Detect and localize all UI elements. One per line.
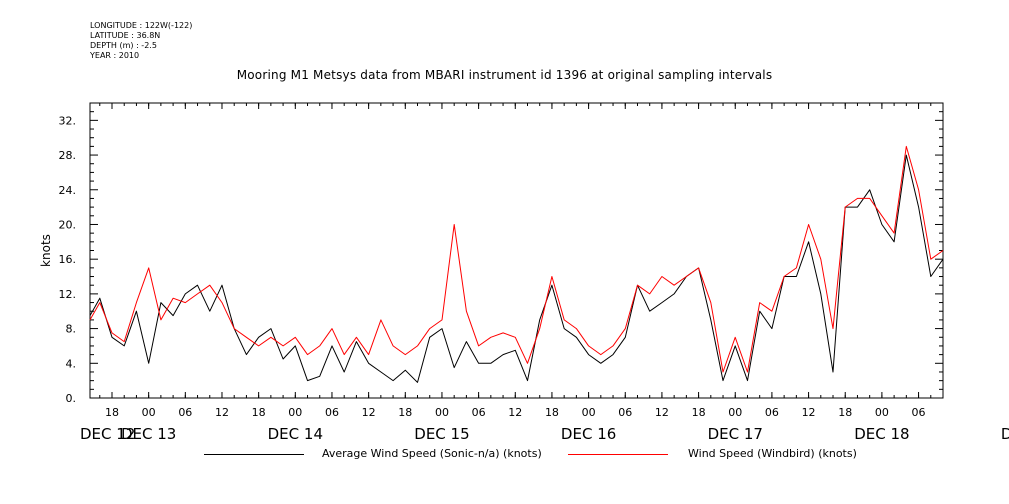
metadata-year: YEAR : 2010 — [90, 51, 140, 60]
x-tick-label: 18 — [105, 406, 119, 419]
y-tick-label: 0. — [66, 392, 77, 405]
y-tick-label: 28. — [59, 149, 77, 162]
day-label: DEC 19 — [1001, 425, 1009, 443]
metadata-longitude: LONGITUDE : 122W(-122) — [90, 21, 193, 30]
chart-title: Mooring M1 Metsys data from MBARI instru… — [236, 68, 773, 82]
y-tick-label: 8. — [66, 323, 77, 336]
x-tick-label: 06 — [765, 406, 779, 419]
x-tick-label: 18 — [692, 406, 706, 419]
x-tick-label: 18 — [545, 406, 559, 419]
y-tick-label: 20. — [59, 218, 77, 231]
y-tick-label: 4. — [66, 357, 77, 370]
day-label: DEC 16 — [561, 425, 616, 443]
x-tick-label: 06 — [178, 406, 192, 419]
x-tick-label: 06 — [472, 406, 486, 419]
metadata-depth: DEPTH (m) : -2.5 — [90, 41, 157, 50]
x-tick-label: 18 — [398, 406, 412, 419]
x-tick-label: 06 — [912, 406, 926, 419]
series-sonic-line — [89, 154, 944, 383]
day-label: DEC 18 — [854, 425, 909, 443]
day-label: DEC 14 — [268, 425, 323, 443]
x-tick-label: 00 — [582, 406, 596, 419]
x-tick-label: 12 — [802, 406, 816, 419]
x-tick-label: 00 — [728, 406, 742, 419]
metadata-block: LONGITUDE : 122W(-122) LATITUDE : 36.8N … — [90, 21, 192, 61]
x-tick-label: 06 — [325, 406, 339, 419]
x-tick-label: 06 — [618, 406, 632, 419]
x-tick-label: 00 — [288, 406, 302, 419]
y-tick-label: 32. — [59, 114, 77, 127]
x-tick-label: 18 — [838, 406, 852, 419]
y-axis-label: knots — [39, 234, 53, 267]
legend: Average Wind Speed (Sonic-n/a) (knots) W… — [0, 447, 1009, 463]
series-windbird-line — [89, 145, 944, 373]
y-tick-label: 24. — [59, 184, 77, 197]
y-tick-label: 16. — [59, 253, 77, 266]
x-tick-label: 12 — [362, 406, 376, 419]
x-tick-label: 12 — [655, 406, 669, 419]
legend-windbird-line — [568, 454, 668, 455]
x-tick-label: 00 — [875, 406, 889, 419]
metadata-latitude: LATITUDE : 36.8N — [90, 31, 161, 40]
day-label: DEC 12 — [80, 425, 135, 443]
x-tick-label: 00 — [435, 406, 449, 419]
x-tick-label: 18 — [252, 406, 266, 419]
y-tick-label: 12. — [59, 288, 77, 301]
x-tick-label: 12 — [215, 406, 229, 419]
day-label: DEC 17 — [708, 425, 763, 443]
x-tick-label: 12 — [508, 406, 522, 419]
x-tick-label: 00 — [142, 406, 156, 419]
legend-sonic-line — [204, 454, 304, 455]
day-label: DEC 15 — [414, 425, 469, 443]
legend-windbird-label: Wind Speed (Windbird) (knots) — [688, 447, 857, 460]
legend-sonic-label: Average Wind Speed (Sonic-n/a) (knots) — [322, 447, 542, 460]
day-label: DEC 13 — [121, 425, 176, 443]
